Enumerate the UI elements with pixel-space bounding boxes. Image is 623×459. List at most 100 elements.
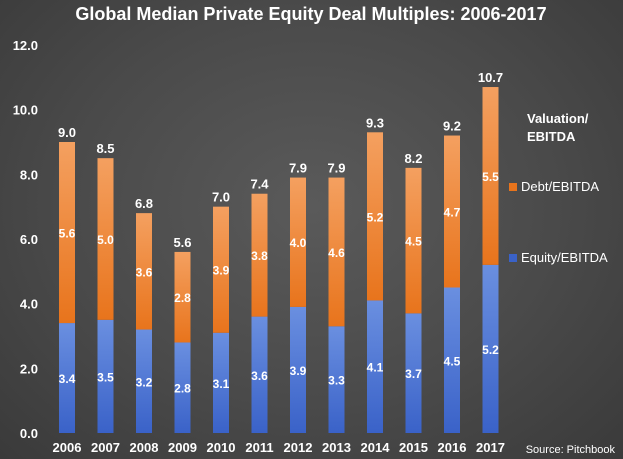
legend-title-line-1: Valuation/: [527, 111, 589, 126]
y-tick-label: 10.0: [13, 103, 38, 118]
bar-equity: [328, 326, 345, 433]
data-label-total: 9.0: [58, 125, 76, 140]
legend-swatch-equity: [509, 254, 517, 262]
bar-debt: [328, 177, 345, 327]
data-label-total: 5.6: [173, 235, 191, 250]
data-label-equity: 3.2: [136, 375, 153, 389]
bar-group-2007: 3.5 5.0 8.5: [96, 141, 115, 433]
data-label-total: 9.3: [366, 115, 384, 130]
data-label-equity: 3.4: [59, 372, 76, 386]
bar-group-2013: 3.3 4.6 7.9: [327, 161, 346, 433]
bar-equity: [59, 323, 75, 433]
bar-group-2006: 3.4 5.6 9.0: [58, 125, 76, 433]
bar-equity: [405, 313, 422, 433]
data-label-equity: 3.1: [213, 377, 230, 391]
bar-equity: [482, 264, 499, 433]
bar-equity: [444, 287, 460, 433]
x-tick-label: 2007: [91, 440, 120, 455]
data-label-equity: 3.9: [290, 364, 307, 378]
data-label-debt: 3.9: [213, 264, 230, 278]
y-tick-label: 12.0: [13, 38, 38, 53]
data-label-debt: 4.0: [290, 236, 307, 250]
data-label-debt: 4.5: [405, 235, 422, 249]
data-label-equity: 2.8: [174, 382, 191, 396]
y-tick-label: 0.0: [20, 426, 38, 441]
data-label-debt: 2.8: [174, 291, 191, 305]
bar-debt: [136, 213, 152, 330]
bar-debt: [213, 206, 229, 333]
y-tick-label: 4.0: [20, 297, 38, 312]
bar-equity: [290, 306, 306, 433]
bars: 3.45.69.03.55.08.53.23.66.82.82.85.63.13…: [58, 70, 503, 433]
x-tick-label: 2015: [399, 440, 428, 455]
bar-debt: [405, 167, 422, 314]
bar-group-2010: 3.1 3.9 7.0: [212, 190, 230, 433]
data-label-total: 10.7: [478, 70, 503, 85]
x-tick-label: 2014: [361, 440, 391, 455]
source-note: Source: Pitchbook: [526, 444, 616, 456]
data-label-equity: 4.5: [444, 354, 461, 368]
legend-title-line-2: EBITDA: [527, 129, 576, 144]
data-label-equity: 3.5: [97, 370, 114, 384]
bar-group-2009: 2.8 2.8 5.6: [173, 235, 192, 433]
legend: Valuation/ EBITDA Debt/EBITDA Equity/EBI…: [509, 111, 608, 265]
chart-title: Global Median Private Equity Deal Multip…: [75, 4, 546, 24]
data-label-debt: 5.5: [482, 170, 499, 184]
data-label-total: 6.8: [135, 196, 153, 211]
y-tick-label: 2.0: [20, 361, 38, 376]
bar-debt: [482, 87, 499, 265]
x-tick-label: 2013: [322, 440, 351, 455]
y-axis: 0.0 2.0 4.0 6.0 8.0 10.0 12.0: [13, 38, 38, 441]
bar-debt: [444, 135, 460, 288]
legend-label-debt: Debt/EBITDA: [521, 179, 599, 194]
bar-debt: [367, 132, 383, 301]
data-label-equity: 3.6: [251, 369, 268, 383]
data-label-debt: 3.8: [251, 249, 268, 263]
legend-label-equity: Equity/EBITDA: [521, 250, 608, 265]
bar-group-2014: 4.1 5.2 9.3: [366, 115, 384, 433]
data-label-equity: 3.3: [328, 374, 345, 388]
y-tick-label: 8.0: [20, 167, 38, 182]
x-tick-label: 2016: [438, 440, 467, 455]
bar-equity: [213, 332, 229, 433]
bar-equity: [367, 300, 383, 433]
bar-equity: [251, 316, 268, 433]
x-tick-label: 2006: [53, 440, 82, 455]
data-label-equity: 4.1: [367, 361, 384, 375]
data-label-total: 7.4: [250, 177, 269, 192]
x-tick-label: 2010: [207, 440, 236, 455]
data-label-debt: 3.6: [136, 265, 153, 279]
bar-equity: [136, 329, 152, 433]
bar-debt: [59, 142, 75, 324]
bar-equity: [174, 342, 191, 433]
data-label-debt: 5.0: [97, 233, 114, 247]
bar-debt: [97, 158, 114, 320]
data-label-total: 8.2: [404, 151, 422, 166]
x-tick-label: 2011: [245, 440, 273, 455]
data-label-total: 9.2: [443, 119, 461, 134]
bar-group-2011: 3.6 3.8 7.4: [250, 177, 269, 433]
data-label-total: 7.0: [212, 190, 230, 205]
data-label-debt: 4.7: [444, 206, 461, 220]
bar-group-2015: 3.7 4.5 8.2: [404, 151, 423, 433]
data-label-debt: 5.6: [59, 227, 76, 241]
data-label-debt: 4.6: [328, 246, 345, 260]
x-tick-label: 2009: [168, 440, 197, 455]
data-label-equity: 3.7: [405, 367, 422, 381]
x-axis: 2006 2007 2008 2009 2010 2011 2012 2013 2014 2015…: [53, 440, 505, 455]
y-tick-label: 6.0: [20, 232, 38, 247]
legend-title: Valuation/ EBITDA: [527, 111, 592, 144]
data-label-total: 7.9: [289, 161, 307, 176]
bar-debt: [174, 251, 191, 343]
data-label-debt: 5.2: [367, 210, 384, 224]
x-tick-label: 2017: [476, 440, 505, 455]
bar-group-2012: 3.9 4.0 7.9: [289, 161, 307, 433]
bar-equity: [97, 319, 114, 433]
bar-group-2008: 3.2 3.6 6.8: [135, 196, 153, 433]
bar-group-2016: 4.5 4.7 9.2: [443, 119, 461, 433]
x-tick-label: 2008: [130, 440, 159, 455]
data-label-total: 8.5: [96, 141, 114, 156]
legend-swatch-debt: [509, 183, 517, 191]
data-label-total: 7.9: [327, 161, 345, 176]
